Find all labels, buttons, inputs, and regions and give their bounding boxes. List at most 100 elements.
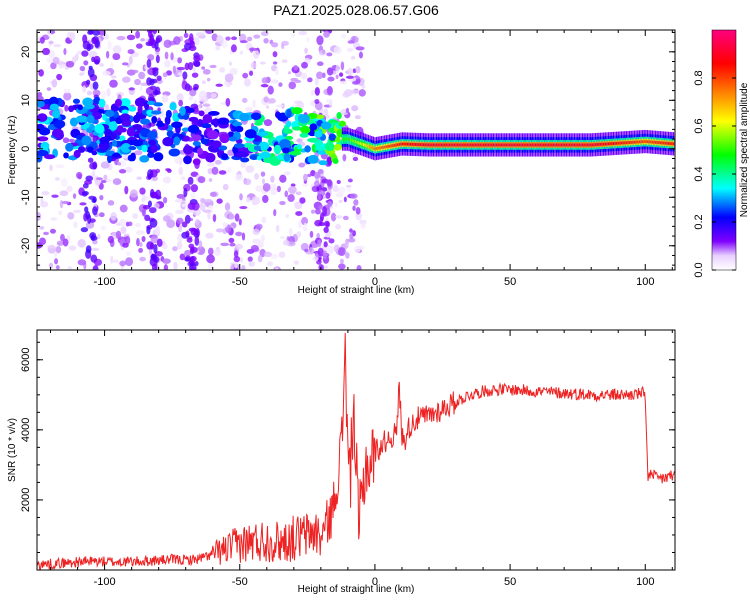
spectrogram-ridge [625, 141, 628, 145]
spectrogram-blob [173, 136, 181, 146]
spectrogram-speckle [51, 79, 58, 88]
spectrogram-speckle [336, 179, 341, 185]
spectrogram-speckle [220, 242, 230, 247]
spectrogram-ridge [656, 141, 658, 144]
spectrogram-blob [150, 110, 162, 115]
spectrogram-streak [314, 208, 321, 215]
spectrogram-streak [194, 236, 200, 246]
spectrogram-speckle [216, 198, 223, 204]
spectrogram-speckle [157, 107, 161, 112]
spectrogram-speckle [281, 59, 288, 64]
spectrogram-speckle [212, 213, 217, 223]
spectrogram-speckle [268, 98, 276, 104]
spectrogram-blob [219, 133, 230, 144]
spectrogram-speckle [39, 225, 45, 230]
spectrogram-speckle [48, 49, 55, 59]
spectrogram-speckle [253, 34, 261, 39]
spectrogram-streak [193, 52, 200, 59]
spectrogram-ridge [549, 143, 551, 147]
spectrogram-blob [65, 142, 74, 152]
spectrogram-blob [328, 133, 336, 141]
spectrogram-ridge [426, 143, 428, 147]
spectrogram-speckle [241, 264, 246, 270]
spectrogram-ridge [526, 143, 529, 147]
snr-x-label: Height of straight line (km) [298, 584, 415, 595]
spectrogram-ridge [534, 143, 537, 147]
spectrogram-blob [253, 145, 262, 151]
spectrogram-blob [153, 102, 164, 107]
spectrogram-ridge [364, 143, 366, 147]
spectrogram-ridge [620, 141, 623, 145]
snr-frame [36, 329, 676, 571]
spectrogram-streak [182, 71, 188, 80]
spectrogram-ridge [661, 141, 663, 145]
spectrogram-speckle [234, 261, 238, 269]
spectrogram-speckle [67, 212, 75, 220]
spectrogram-speckle [257, 254, 263, 263]
spectrogram-ridge [612, 142, 615, 145]
spectrogram-blob [105, 109, 115, 118]
spectrogram-speckle [263, 96, 269, 103]
spectrogram-blob [162, 136, 174, 147]
spectrogram-ridge [507, 143, 509, 147]
spectrogram-speckle [177, 72, 184, 76]
spectrogram-speckle [291, 133, 296, 138]
spectrogram-streak [152, 89, 159, 96]
spectrogram-speckle [136, 43, 143, 49]
spectrogram-blob [37, 136, 49, 142]
spectrogram-speckle [65, 60, 75, 68]
spectrogram-blob [147, 100, 155, 106]
spectrogram-streak [91, 56, 96, 63]
spectrogram-speckle [51, 194, 59, 198]
spectrogram-speckle [245, 106, 253, 112]
spectrogram-streak [190, 228, 198, 236]
spectrogram-ridge [500, 143, 503, 147]
spectrogram-speckle [199, 202, 206, 212]
spectrogram-blob [84, 103, 95, 110]
spectrogram-ridge [616, 141, 618, 145]
y-tick-label: 20 [20, 46, 32, 58]
spectrogram-ridge [645, 140, 647, 144]
spectrogram-speckle [253, 172, 260, 180]
spectrogram-speckle [206, 77, 211, 82]
spectrogram-speckle [39, 237, 46, 246]
spectrogram-speckle [342, 153, 347, 162]
spectrogram-streak [90, 254, 98, 263]
spectrogram-ridge [372, 146, 375, 150]
spectrogram-speckle [135, 30, 141, 39]
spectrogram-speckle [170, 52, 174, 61]
spectrogram-speckle [100, 161, 110, 169]
spectrogram-ridge [671, 142, 673, 146]
spectrogram-speckle [353, 199, 359, 206]
spectrogram-speckle [211, 166, 219, 175]
spectrogram-blob [198, 110, 205, 117]
spectrogram-blob [276, 154, 284, 160]
spectrogram-speckle [252, 99, 256, 108]
spectrogram-streak [152, 67, 159, 72]
spectrogram-speckle [73, 221, 78, 229]
spectrogram-ridge [646, 140, 649, 144]
spectrogram-blob [109, 116, 116, 123]
spectrogram-streak [184, 256, 192, 262]
spectrogram-speckle [56, 240, 64, 246]
spectrogram-streak [86, 214, 92, 224]
spectrogram-ridge [359, 142, 362, 146]
spectrogram-frame [36, 29, 676, 271]
spectrogram-speckle [276, 104, 284, 108]
spectrogram-speckle [295, 211, 303, 217]
spectrogram-speckle [290, 183, 296, 187]
spectrogram-blob [207, 110, 220, 116]
spectrogram-speckle [83, 60, 89, 66]
spectrogram-speckle [330, 212, 337, 222]
spectrogram-speckle [55, 265, 60, 270]
spectrogram-ridge [445, 143, 447, 147]
spectrogram-speckle [100, 225, 107, 231]
colorbar-label: Normalized spectral amplitude [739, 82, 750, 217]
spectrogram-ridge [478, 143, 480, 147]
spectrogram-speckle [247, 36, 253, 42]
spectrogram-speckle [141, 236, 146, 243]
spectrogram-ridge [632, 140, 634, 144]
spectrogram-blob [150, 143, 158, 153]
spectrogram-blob [239, 151, 250, 158]
spectrogram-blob [249, 155, 258, 160]
